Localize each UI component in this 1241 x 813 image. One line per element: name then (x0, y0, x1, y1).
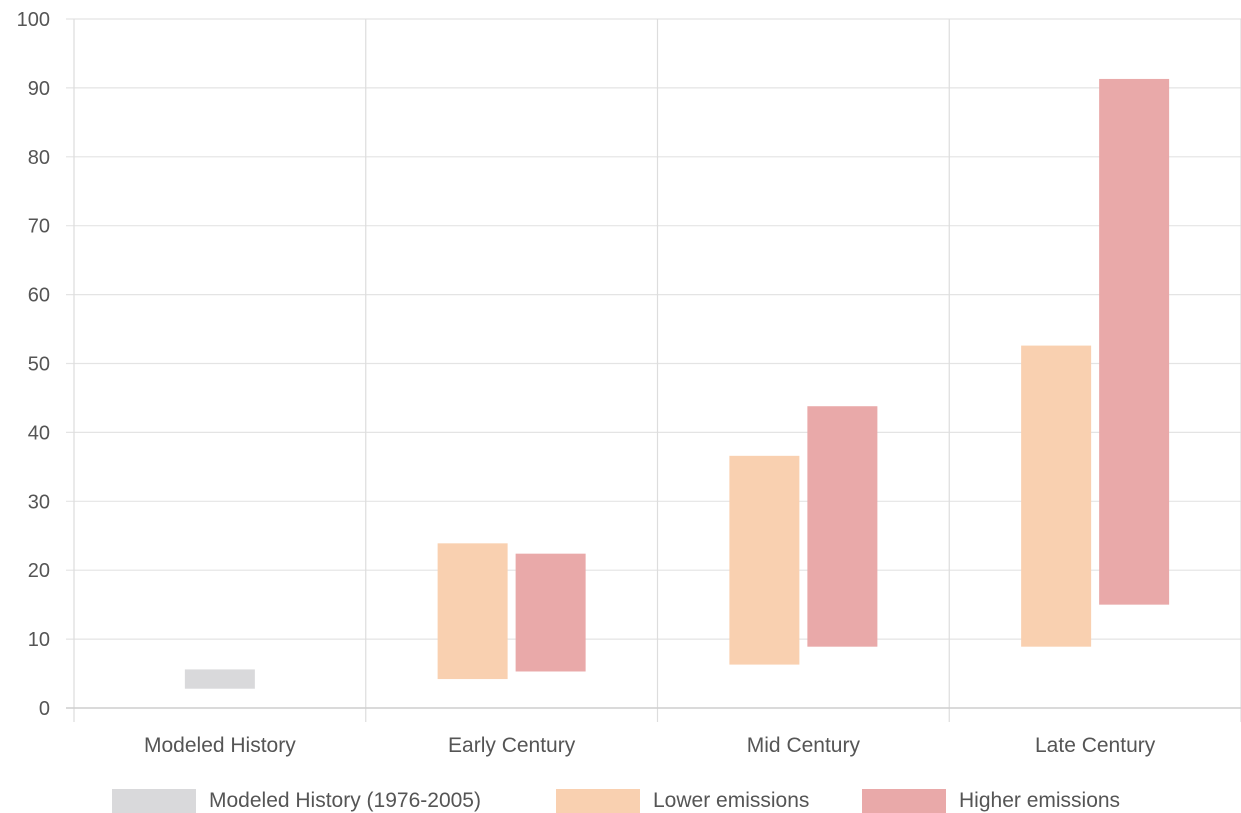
x-category-label: Mid Century (747, 734, 861, 757)
legend-swatch (112, 789, 196, 813)
bar-higher-emissions-early-century (515, 553, 586, 672)
y-tick-label: 80 (28, 147, 50, 169)
y-tick-label: 20 (28, 560, 50, 582)
bar-lower-emissions-early-century (437, 543, 508, 680)
legend-label: Modeled History (1976-2005) (209, 789, 481, 812)
bar-lower-emissions-late-century (1021, 345, 1092, 647)
legend-label: Higher emissions (959, 789, 1120, 812)
y-tick-label: 40 (28, 422, 50, 444)
y-tick-label: 90 (28, 78, 50, 100)
bar-higher-emissions-mid-century (807, 406, 878, 647)
y-tick-label: 60 (28, 285, 50, 307)
x-axis-category-labels: Modeled History Early Century Mid Century L… (144, 734, 1156, 757)
x-category-label: Late Century (1035, 734, 1156, 757)
x-category-label: Modeled History (144, 734, 296, 757)
grid-lines (66, 18, 1241, 722)
legend-swatch (556, 789, 640, 813)
y-tick-label: 0 (39, 698, 50, 720)
y-tick-label: 30 (28, 491, 50, 513)
y-tick-label: 100 (17, 9, 50, 31)
y-tick-label: 10 (28, 629, 50, 651)
bar-higher-emissions-late-century (1099, 78, 1170, 605)
legend: Modeled History (1976-2005) Lower emissio… (112, 789, 1120, 813)
y-tick-label: 70 (28, 216, 50, 238)
legend-label: Lower emissions (653, 789, 809, 812)
legend-swatch (862, 789, 946, 813)
y-axis-tick-labels: 0 10 20 30 40 50 60 70 80 90 100 (17, 9, 50, 720)
bar-modeled-history-1976-2005-modeled-history (184, 669, 255, 689)
bar-lower-emissions-mid-century (729, 455, 800, 665)
y-tick-label: 50 (28, 354, 50, 376)
x-category-label: Early Century (448, 734, 576, 757)
bars (184, 78, 1170, 689)
